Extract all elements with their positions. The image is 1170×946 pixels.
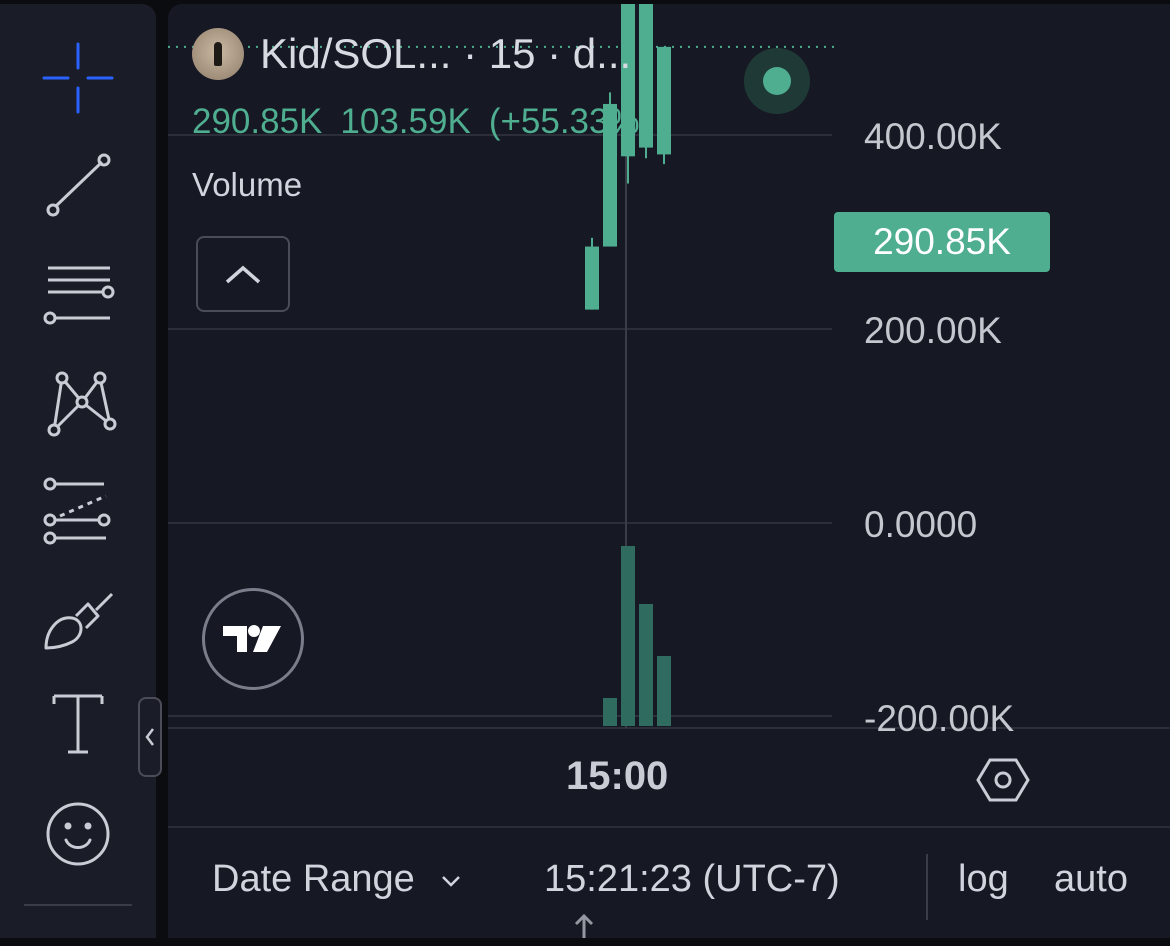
text-tool-button[interactable] (36, 682, 120, 766)
pattern-icon (47, 371, 117, 437)
crosshair-icon (42, 42, 114, 114)
brush-tool-button[interactable] (36, 576, 120, 660)
volume-bar (603, 698, 617, 726)
candle-body (621, 4, 635, 157)
chevron-left-icon (145, 728, 154, 746)
volume-bar (621, 546, 635, 726)
price-axis-label: 0.0000 (864, 504, 978, 545)
price-axis-label: -200.00K (864, 698, 1015, 739)
symbol-title[interactable]: Kid/SOL... · 15 · d... (260, 30, 632, 77)
axis-settings-icon[interactable] (976, 756, 1030, 804)
trend-line-tool-button[interactable] (36, 144, 120, 228)
change-value: 103.59K (340, 102, 471, 141)
arrow-up-icon (574, 913, 594, 938)
chevron-up-icon (225, 265, 261, 284)
date-range-button[interactable]: Date Range (212, 858, 463, 901)
sidebar-divider (24, 904, 132, 906)
brush-icon (44, 592, 114, 650)
text-icon (52, 694, 104, 754)
status-dot-icon (763, 67, 791, 95)
price-axis-label: 400.00K (864, 116, 1002, 157)
price-axis-label: 200.00K (864, 310, 1002, 351)
price-chart[interactable] (168, 4, 1170, 826)
pitchfork-icon (43, 477, 111, 545)
crosshair-tool-button[interactable] (36, 36, 120, 120)
log-scale-button[interactable]: log (958, 858, 1009, 900)
drawing-toolbar (0, 4, 156, 938)
volume-indicator-label[interactable]: Volume (192, 166, 303, 203)
auto-scale-button[interactable]: auto (1054, 858, 1128, 900)
timezone-clock[interactable]: 15:21:23 (UTC-7) (544, 858, 840, 900)
tradingview-logo-icon (223, 625, 281, 652)
pattern-tool-button[interactable] (36, 360, 120, 444)
market-status-indicator[interactable] (744, 48, 810, 114)
date-range-label: Date Range (212, 858, 415, 900)
bottom-toolbar: Date Range 15:21:23 (UTC-7) log auto (168, 826, 1170, 938)
ohlc-values: 290.85K 103.59K (+55.33%) (192, 102, 812, 142)
collapse-toolbar-button[interactable] (138, 697, 162, 777)
chart-panel[interactable]: Kid/SOL... · 15 · d... 290.85K 103.59K (+5… (168, 4, 1170, 938)
toolbar-divider (926, 854, 928, 920)
pitchfork-tool-button[interactable] (36, 468, 120, 552)
last-price-tag: 290.85K (834, 212, 1050, 272)
close-value: 290.85K (192, 102, 323, 141)
emoji-tool-button[interactable] (36, 792, 120, 876)
change-percent: (+55.33%) (488, 102, 652, 141)
symbol-avatar[interactable] (192, 28, 244, 80)
trend-line-icon (46, 153, 111, 217)
candle-body (657, 46, 671, 155)
emoji-icon (46, 802, 110, 866)
volume-bar (639, 604, 653, 726)
legend-collapse-button[interactable] (196, 236, 290, 312)
candle-body (603, 103, 617, 247)
legend: Kid/SOL... · 15 · d... 290.85K 103.59K (+5… (192, 28, 812, 204)
time-axis-label: 15:00 (566, 754, 669, 798)
chevron-down-icon (442, 876, 461, 887)
horizontal-lines-tool-button[interactable] (36, 252, 120, 336)
tradingview-logo[interactable] (202, 588, 304, 690)
volume-bar (657, 656, 671, 726)
horizontal-lines-icon (43, 266, 115, 325)
candle-body (639, 4, 653, 148)
candle-body (585, 246, 599, 310)
